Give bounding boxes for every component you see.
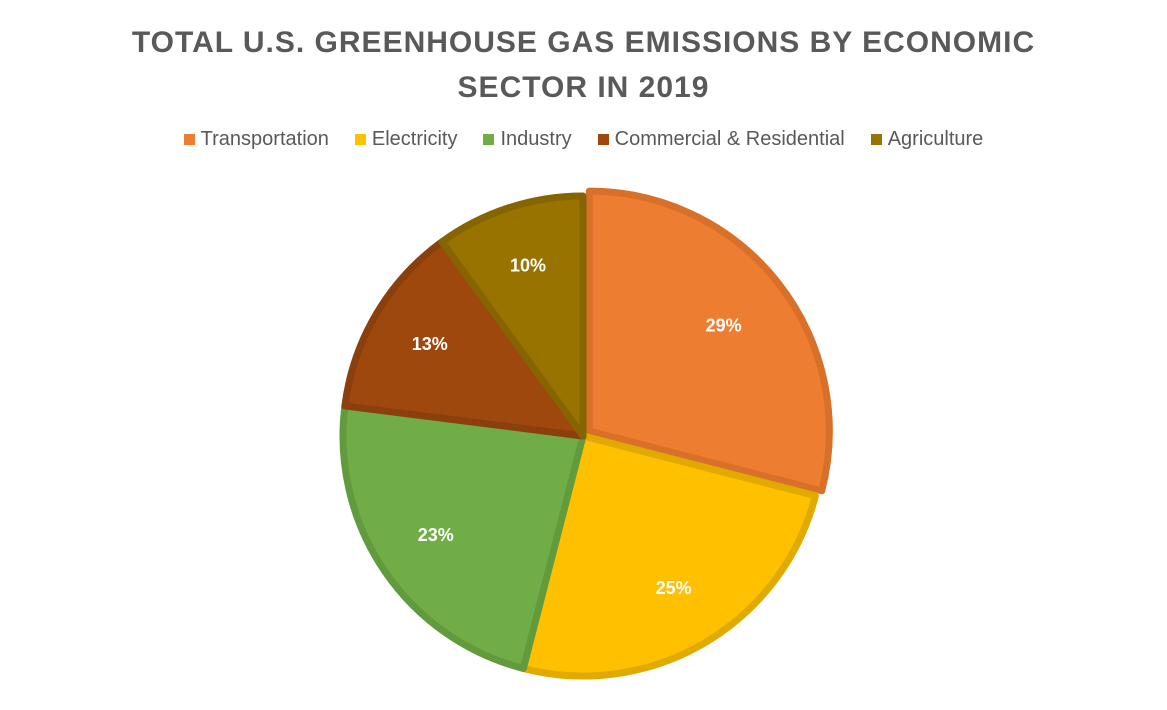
chart-legend: Transportation Electricity Industry Comm… — [0, 128, 1167, 151]
legend-swatch-transportation — [183, 134, 195, 145]
chart-title-line-1: TOTAL U.S. GREENHOUSE GAS EMISSIONS BY E… — [131, 26, 1036, 59]
data-label-transportation: 29% — [706, 316, 742, 336]
chart-title-line-2: SECTOR IN 2019 — [457, 71, 710, 104]
legend-swatch-electricity — [354, 134, 366, 145]
pie-slice-electricity — [519, 432, 819, 680]
legend-label-electricity: Electricity — [371, 128, 458, 150]
legend-label-commercial-residential: Commercial & Residential — [614, 128, 845, 150]
pie-slice-commercial-residential — [341, 238, 587, 440]
legend-item-commercial-residential: Commercial & Residential — [597, 128, 845, 151]
pie-slice-agriculture — [438, 192, 587, 440]
legend-label-transportation: Transportation — [200, 128, 329, 150]
legend-item-industry: Industry — [483, 128, 572, 151]
data-label-industry: 23% — [418, 525, 454, 545]
legend-label-agriculture: Agriculture — [887, 128, 984, 150]
pie-slice-transportation — [585, 187, 833, 495]
pie-slice-industry — [339, 402, 587, 672]
legend-item-transportation: Transportation — [183, 128, 329, 151]
chart-title: TOTAL U.S. GREENHOUSE GAS EMISSIONS BY E… — [0, 20, 1167, 110]
legend-swatch-industry — [483, 134, 495, 145]
legend-label-industry: Industry — [500, 128, 572, 150]
legend-swatch-agriculture — [870, 134, 882, 145]
data-label-commercial-residential: 13% — [412, 334, 448, 354]
data-label-electricity: 25% — [656, 578, 692, 598]
legend-item-electricity: Electricity — [354, 128, 458, 151]
legend-item-agriculture: Agriculture — [870, 128, 984, 151]
data-label-agriculture: 10% — [510, 255, 546, 275]
legend-swatch-commercial-residential — [597, 134, 609, 145]
